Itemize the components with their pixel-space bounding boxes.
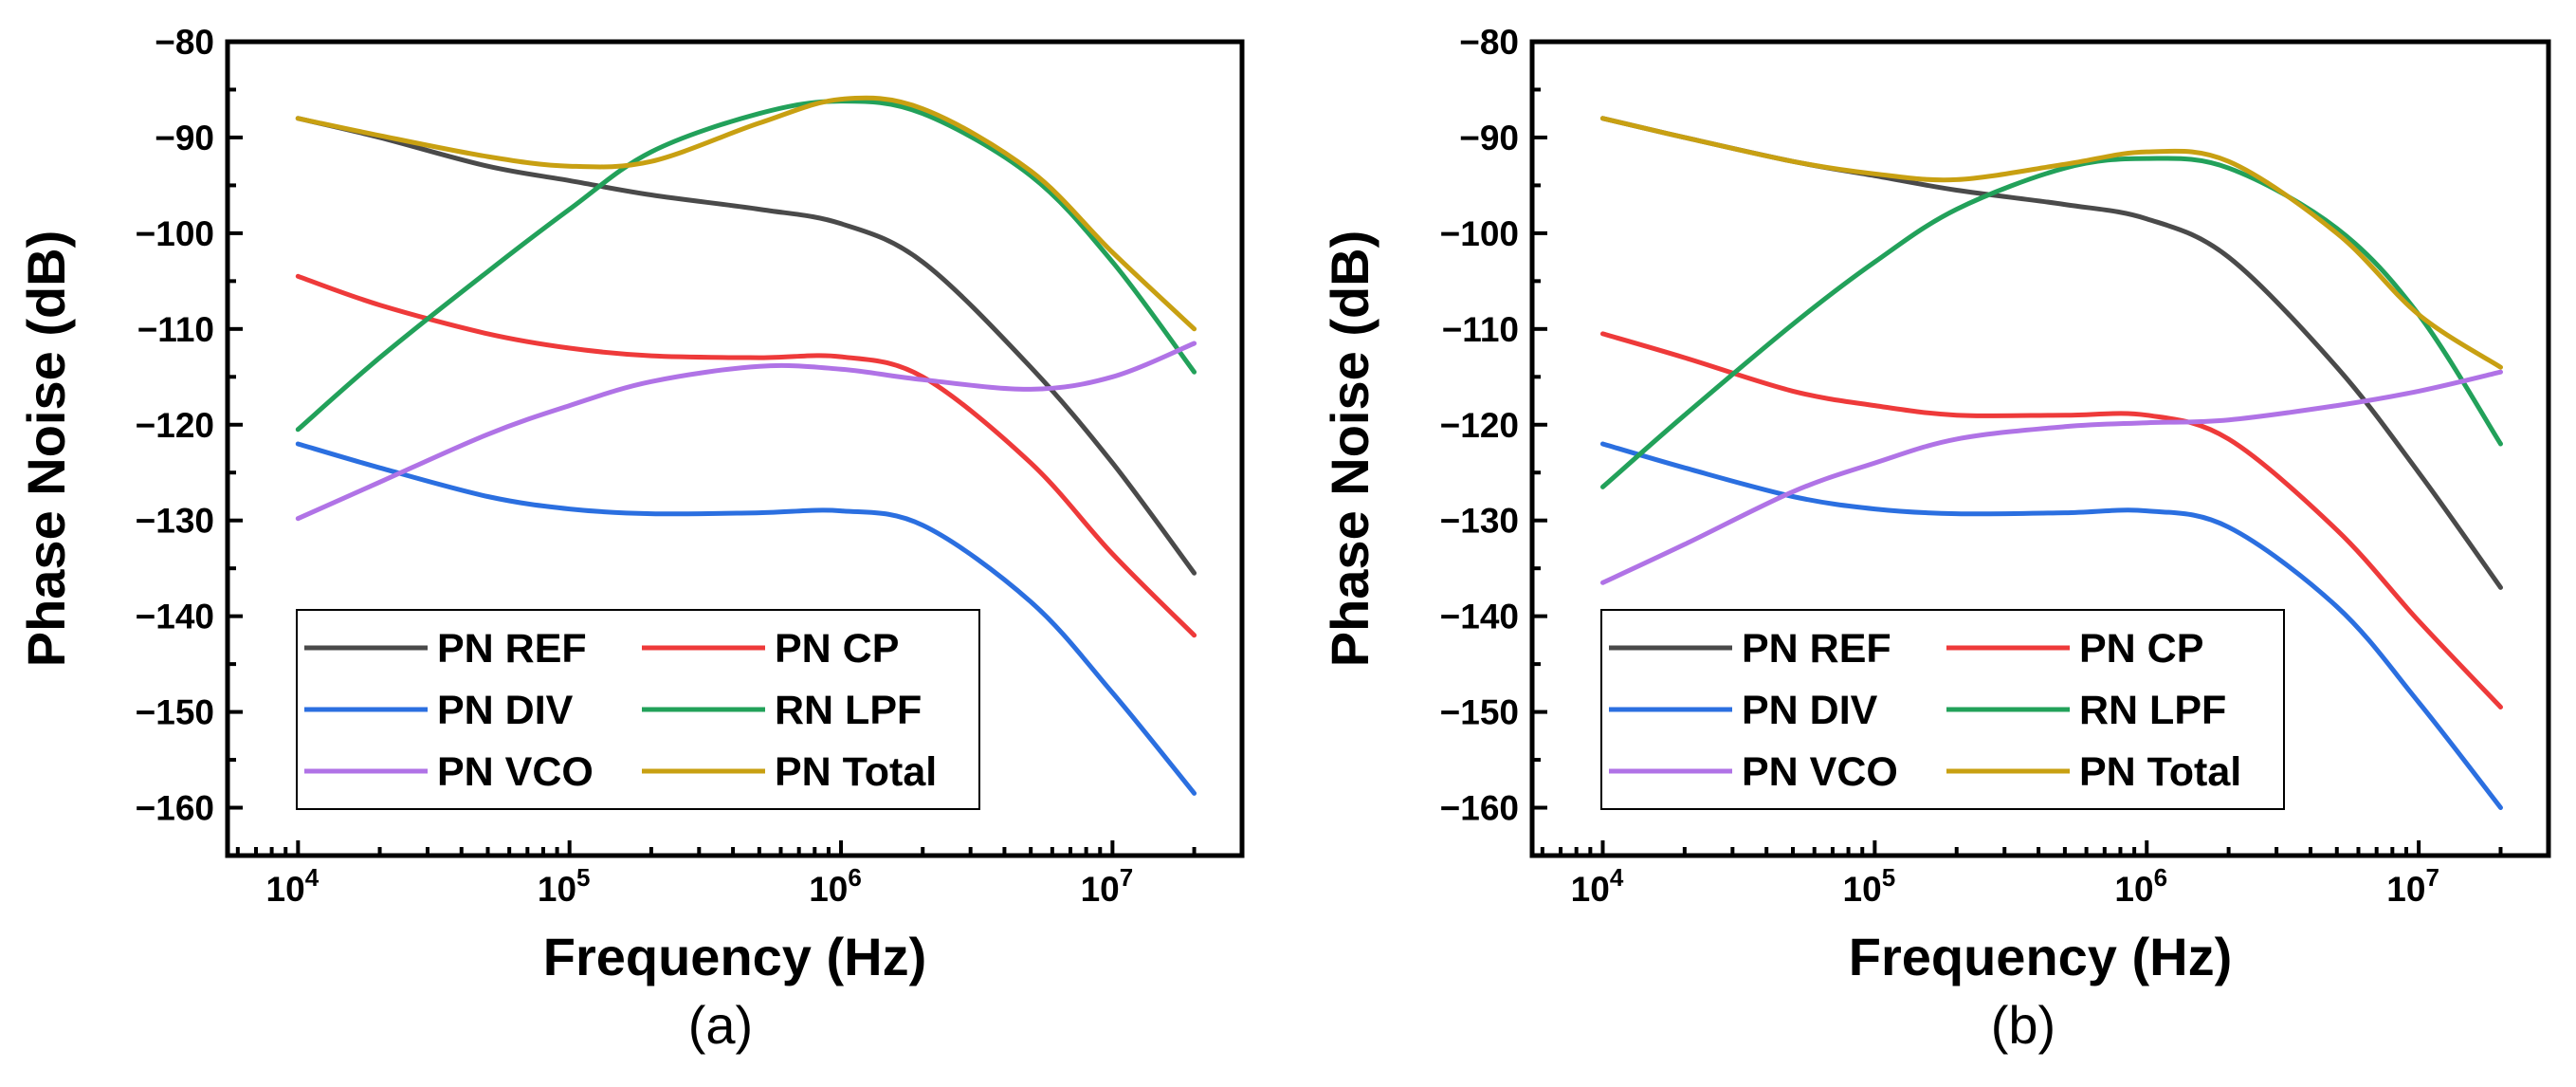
y-tick-label: −130 bbox=[1440, 502, 1519, 541]
x-tick-label: 106 bbox=[809, 863, 862, 909]
x-tick-exponent: 7 bbox=[2425, 863, 2439, 892]
series-line-pn-total bbox=[1600, 116, 2503, 370]
x-tick-base: 10 bbox=[2386, 870, 2425, 909]
y-tick-label: −80 bbox=[1459, 23, 1519, 62]
y-tick-label: −160 bbox=[1440, 789, 1519, 828]
y-axis-title: Phase Noise (dB) bbox=[1320, 230, 1379, 668]
series-line-pn-div bbox=[295, 441, 1197, 796]
series-line-pn-div bbox=[1600, 441, 2503, 810]
x-tick-exponent: 6 bbox=[848, 863, 861, 892]
x-tick-label: 104 bbox=[266, 863, 320, 909]
y-tick-label: −100 bbox=[136, 214, 214, 253]
y-tick-label: −110 bbox=[137, 310, 214, 349]
x-tick-base: 10 bbox=[1081, 870, 1120, 909]
x-tick-base: 10 bbox=[809, 870, 848, 909]
x-axis-title: Frequency (Hz) bbox=[1849, 927, 2233, 986]
y-tick-label: −130 bbox=[136, 502, 214, 541]
y-tick-label: −150 bbox=[136, 693, 214, 732]
legend-label-pn-vco: PN VCO bbox=[437, 749, 594, 795]
x-tick-label: 105 bbox=[1843, 863, 1896, 909]
y-tick-label: −100 bbox=[1440, 214, 1519, 253]
legend-label-pn-ref: PN REF bbox=[437, 626, 587, 672]
series-line-rn-lpf bbox=[295, 99, 1197, 433]
x-tick-exponent: 4 bbox=[1610, 863, 1624, 892]
legend-label-rn-lpf: RN LPF bbox=[2079, 688, 2226, 733]
series-line-pn-ref bbox=[295, 116, 1197, 576]
y-tick-label: −110 bbox=[1442, 310, 1519, 349]
x-tick-base: 10 bbox=[266, 870, 305, 909]
legend-label-rn-lpf: RN LPF bbox=[775, 688, 922, 733]
x-tick-base: 10 bbox=[2114, 870, 2153, 909]
series-line-pn-vco bbox=[295, 341, 1197, 522]
legend-label-pn-div: PN DIV bbox=[1742, 688, 1878, 733]
x-tick-exponent: 7 bbox=[1120, 863, 1133, 892]
x-tick-exponent: 5 bbox=[1882, 863, 1895, 892]
y-tick-label: −150 bbox=[1440, 693, 1519, 732]
y-axis-title: Phase Noise (dB) bbox=[16, 230, 76, 668]
x-tick-base: 10 bbox=[1571, 870, 1610, 909]
series-line-pn-total bbox=[295, 95, 1197, 332]
y-tick-label: −120 bbox=[136, 406, 214, 445]
y-tick-label: −160 bbox=[136, 789, 214, 828]
x-tick-base: 10 bbox=[1843, 870, 1882, 909]
legend-label-pn-cp: PN CP bbox=[775, 626, 899, 672]
y-tick-label: −140 bbox=[1440, 598, 1519, 636]
y-tick-label: −140 bbox=[136, 598, 214, 636]
x-tick-label: 104 bbox=[1571, 863, 1624, 909]
x-tick-exponent: 5 bbox=[576, 863, 590, 892]
panel-label: (b) bbox=[1991, 995, 2055, 1055]
series-line-rn-lpf bbox=[1600, 156, 2503, 489]
y-tick-label: −80 bbox=[155, 23, 214, 62]
x-tick-exponent: 6 bbox=[2154, 863, 2167, 892]
panel-label: (a) bbox=[688, 995, 753, 1055]
legend-label-pn-total: PN Total bbox=[2079, 749, 2241, 795]
y-tick-label: −90 bbox=[1459, 119, 1519, 157]
x-tick-label: 107 bbox=[2386, 863, 2439, 909]
x-tick-label: 105 bbox=[538, 863, 591, 909]
series-line-pn-cp bbox=[1600, 331, 2503, 709]
x-axis-title: Frequency (Hz) bbox=[543, 927, 927, 986]
series-line-pn-cp bbox=[295, 273, 1197, 638]
x-tick-exponent: 4 bbox=[305, 863, 320, 892]
legend-label-pn-total: PN Total bbox=[775, 749, 937, 795]
y-tick-label: −120 bbox=[1440, 406, 1519, 445]
legend-label-pn-div: PN DIV bbox=[437, 688, 574, 733]
legend-label-pn-cp: PN CP bbox=[2079, 626, 2203, 672]
y-tick-label: −90 bbox=[155, 119, 214, 157]
x-tick-base: 10 bbox=[538, 870, 576, 909]
legend-label-pn-ref: PN REF bbox=[1742, 626, 1891, 672]
x-tick-label: 107 bbox=[1081, 863, 1134, 909]
series-line-pn-vco bbox=[1600, 369, 2503, 585]
legend-label-pn-vco: PN VCO bbox=[1742, 749, 1898, 795]
x-tick-label: 106 bbox=[2114, 863, 2167, 909]
